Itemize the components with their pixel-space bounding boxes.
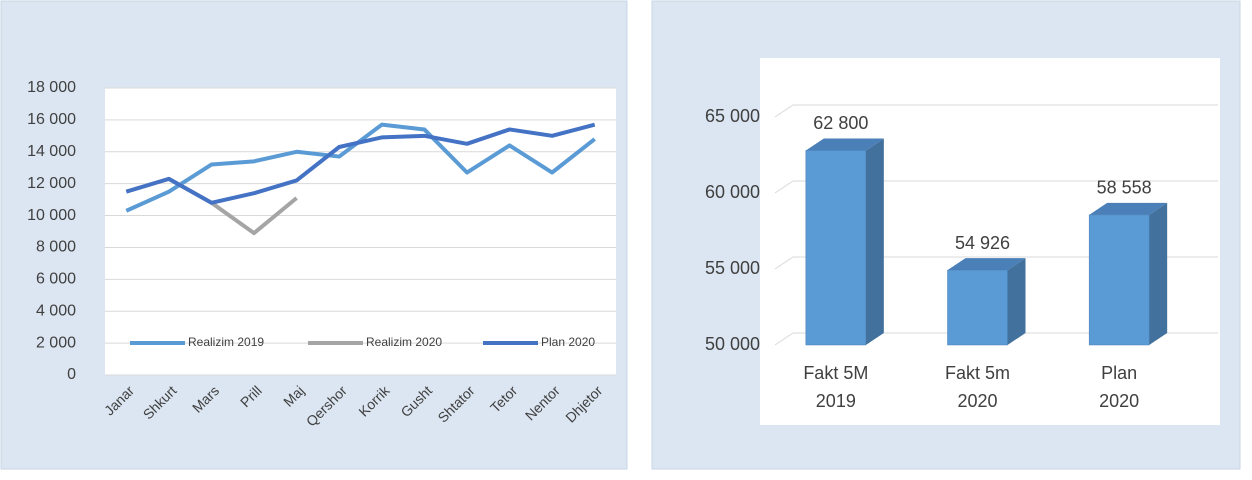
y-tick-label: 60 000	[705, 182, 760, 202]
y-tick-label: 18 000	[27, 79, 76, 96]
y-tick-label: 6 000	[36, 271, 76, 288]
data-label: 54 926	[955, 233, 1010, 253]
bar-side	[1007, 258, 1026, 345]
x-tick-label: Fakt 5m 2020	[945, 363, 1010, 411]
x-tick-label: Fakt 5M 2019	[803, 363, 868, 411]
y-tick-label: 55 000	[705, 258, 760, 278]
bar-side	[1149, 202, 1168, 345]
y-tick-label: 65 000	[705, 106, 760, 126]
bar-side	[865, 138, 884, 345]
y-tick-label: 10 000	[27, 207, 76, 224]
bar-top	[947, 258, 1026, 271]
bar-top	[805, 138, 884, 151]
y-tick-label: 16 000	[27, 111, 76, 128]
y-tick-label: 4 000	[36, 302, 76, 319]
grid-line	[774, 332, 1218, 346]
grid-line	[774, 180, 1218, 194]
x-tick-label: Plan 2020	[1099, 363, 1139, 411]
grid-line	[774, 256, 1218, 270]
grid-line	[774, 104, 1218, 118]
bar	[1088, 214, 1150, 346]
legend-label: Realizim 2019	[188, 335, 264, 349]
y-tick-label: 0	[67, 366, 76, 383]
legend-label: Plan 2020	[541, 335, 595, 349]
data-label: 62 800	[813, 113, 868, 133]
bar	[947, 269, 1008, 346]
bar-top	[1089, 202, 1168, 215]
data-label: 58 558	[1097, 178, 1152, 198]
y-tick-label: 2 000	[36, 334, 76, 351]
line-series	[125, 122, 596, 205]
bar	[805, 150, 867, 346]
y-tick-label: 12 000	[27, 175, 76, 192]
y-tick-label: 14 000	[27, 143, 76, 160]
y-tick-label: 8 000	[36, 239, 76, 256]
left-plot-area	[105, 88, 616, 375]
legend-label: Realizim 2020	[366, 335, 442, 349]
y-tick-label: 50 000	[705, 334, 760, 354]
